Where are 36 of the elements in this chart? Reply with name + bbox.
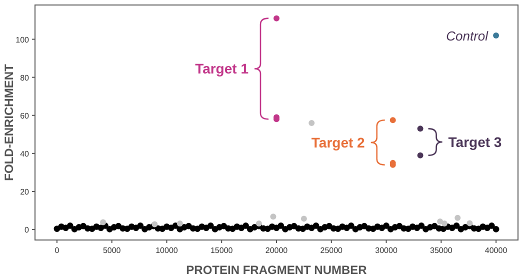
annotation: Target 2 bbox=[311, 134, 366, 150]
point bbox=[100, 219, 106, 226]
point bbox=[390, 117, 396, 124]
point bbox=[308, 120, 315, 126]
x-tick-label: 25000 bbox=[320, 246, 344, 255]
x-tick-label: 10000 bbox=[156, 246, 178, 255]
y-tick-label: 60 bbox=[20, 111, 30, 120]
x-tick-label: 5000 bbox=[102, 246, 122, 255]
x-tick-label: 30000 bbox=[375, 246, 398, 255]
point bbox=[270, 214, 276, 220]
y-tick-label: 40 bbox=[20, 149, 30, 158]
x-tick-label: 0 bbox=[54, 246, 60, 255]
point bbox=[417, 152, 424, 158]
annotation: Control bbox=[446, 28, 490, 44]
point bbox=[274, 15, 280, 22]
annotation: Target 3 bbox=[448, 134, 502, 150]
y-axis-title: FOLD-ENRICHMENT bbox=[2, 64, 16, 181]
y-tick-label: 80 bbox=[20, 73, 30, 82]
x-tick-label: 40000 bbox=[484, 246, 508, 255]
annotation: Target 1 bbox=[195, 60, 249, 77]
y-tick-label: 0 bbox=[24, 226, 30, 235]
x-axis-title: PROTEIN FRAGMENT NUMBER bbox=[186, 263, 368, 277]
y-tick-label: 100 bbox=[16, 35, 30, 44]
point bbox=[454, 214, 461, 221]
x-tick-label: 15000 bbox=[210, 246, 234, 255]
point bbox=[493, 32, 500, 38]
point bbox=[417, 126, 424, 132]
y-tick-label: 20 bbox=[20, 187, 30, 196]
point bbox=[256, 220, 262, 226]
point bbox=[300, 216, 307, 222]
point bbox=[437, 218, 444, 225]
point bbox=[176, 220, 183, 226]
x-tick-label: 20000 bbox=[265, 246, 288, 255]
x-tick-label: 35000 bbox=[430, 246, 453, 255]
point bbox=[466, 220, 473, 226]
point bbox=[441, 220, 448, 226]
